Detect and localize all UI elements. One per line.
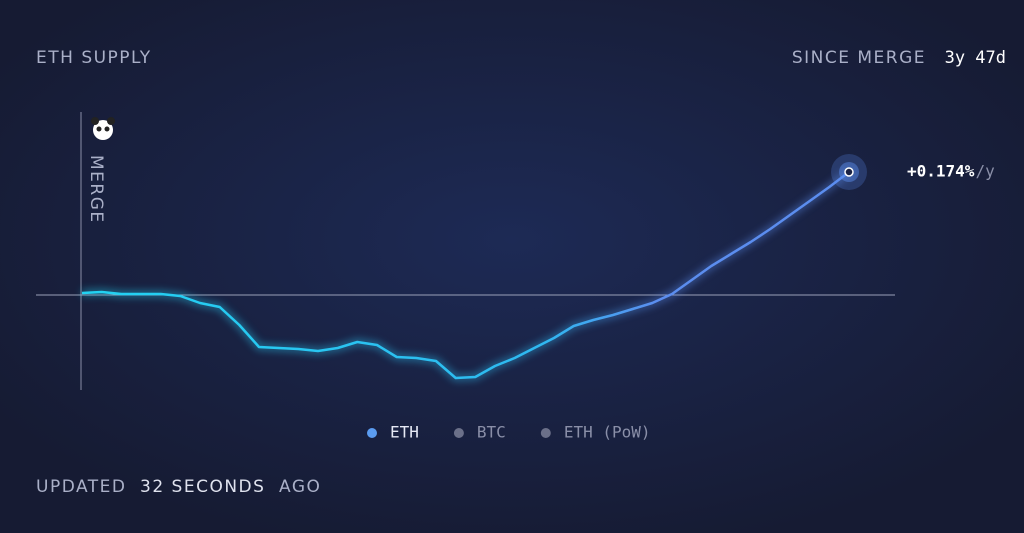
legend-dot[interactable]: [367, 428, 377, 438]
legend-dot[interactable]: [453, 428, 464, 438]
footer-prefix: UPDATED: [36, 477, 127, 497]
since-label: SINCE MERGE: [792, 48, 926, 68]
end-label: +0.174%: [907, 162, 975, 181]
panda-icon: [91, 117, 115, 140]
merge-label: MERGE: [86, 155, 106, 224]
title: ETH SUPPLY: [36, 48, 152, 68]
footer-amount: 32 SECONDS: [140, 477, 265, 497]
end-unit: /y: [975, 162, 995, 181]
end-point: [844, 167, 854, 177]
legend-dot[interactable]: [540, 428, 551, 438]
legend-label[interactable]: ETH (PoW): [564, 423, 651, 442]
since-value: 3y 47d: [945, 48, 1006, 68]
line: [81, 171, 850, 380]
legend-label[interactable]: BTC: [477, 423, 506, 442]
footer-suffix: AGO: [279, 477, 321, 497]
legend-label[interactable]: ETH: [390, 423, 419, 442]
